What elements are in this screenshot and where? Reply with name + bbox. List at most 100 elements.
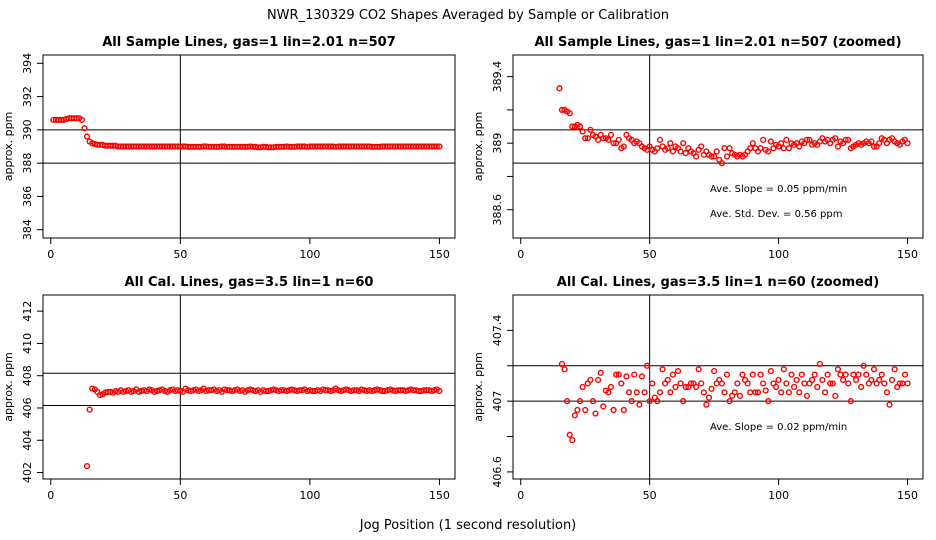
data-point — [834, 366, 842, 373]
data-point — [888, 376, 896, 384]
data-point — [692, 153, 700, 160]
data-point — [713, 148, 720, 155]
data-point — [579, 383, 586, 391]
x-tick-label: 150 — [897, 248, 918, 261]
data-point — [904, 140, 911, 147]
data-point — [620, 143, 627, 150]
data-point — [778, 140, 785, 147]
data-point — [852, 376, 860, 384]
data-point — [760, 380, 767, 387]
x-tick-label: 150 — [429, 248, 450, 261]
data-point — [680, 140, 687, 147]
data-point — [558, 106, 566, 114]
y-tick-label: 386 — [21, 186, 34, 207]
data-point — [587, 376, 594, 384]
data-point — [876, 140, 883, 147]
data-point — [734, 380, 741, 387]
figure-title: NWR_130329 CO2 Shapes Averaged by Sample… — [267, 8, 669, 23]
data-points — [50, 115, 443, 151]
data-point — [615, 136, 622, 143]
data-point — [765, 398, 772, 405]
plot-frame — [512, 54, 924, 239]
data-point — [711, 153, 718, 160]
data-point — [824, 371, 831, 378]
x-tick-label: 100 — [299, 248, 320, 261]
data-point — [711, 367, 718, 375]
data-point — [780, 145, 787, 152]
data-point — [814, 383, 821, 391]
data-point — [790, 383, 798, 391]
data-point — [636, 401, 643, 408]
data-point — [796, 143, 803, 150]
data-point — [878, 371, 885, 378]
data-point — [858, 383, 865, 391]
data-point — [708, 385, 715, 392]
data-point — [837, 371, 844, 378]
data-point — [571, 412, 578, 419]
data-point — [832, 135, 839, 142]
y-tick-label: 390 — [21, 119, 34, 140]
y-tick-label: 407.4 — [491, 315, 504, 347]
data-point — [625, 389, 633, 396]
data-point — [641, 389, 648, 396]
data-point — [765, 148, 772, 155]
data-point — [752, 389, 759, 396]
plot-frame — [512, 294, 924, 480]
data-point — [600, 403, 607, 410]
panel-title: All Cal. Lines, gas=3.5 lin=1 n=60 — [125, 275, 374, 290]
data-point — [600, 135, 607, 142]
data-point — [736, 392, 744, 399]
data-point — [605, 389, 612, 396]
panel-title: All Cal. Lines, gas=3.5 lin=1 n=60 (zoom… — [557, 275, 879, 290]
data-point — [654, 145, 661, 152]
data-point — [850, 371, 857, 378]
y-tick-label: 407 — [491, 391, 504, 412]
data-point — [623, 373, 630, 380]
data-point — [821, 389, 829, 396]
data-point — [566, 431, 573, 438]
x-tick-label: 50 — [173, 248, 187, 261]
x-tick-label: 50 — [173, 489, 187, 502]
data-point — [870, 143, 878, 150]
data-point — [579, 128, 586, 135]
data-point — [757, 371, 764, 378]
data-point — [842, 371, 849, 378]
x-tick-label: 0 — [47, 248, 54, 261]
data-point — [582, 406, 589, 414]
data-point — [749, 371, 756, 378]
data-point — [834, 143, 842, 150]
data-point — [809, 376, 816, 384]
data-point — [726, 145, 733, 152]
data-point — [803, 136, 811, 143]
data-point — [778, 389, 785, 396]
data-point — [569, 123, 576, 130]
data-point — [576, 123, 584, 130]
data-point — [654, 398, 661, 405]
data-point — [620, 406, 627, 414]
data-point — [672, 383, 679, 391]
data-point — [613, 371, 620, 378]
data-point — [594, 376, 602, 384]
y-tick-label: 392 — [21, 86, 34, 107]
data-point — [700, 389, 707, 396]
chart-panel-2: All Sample Lines, gas=1 lin=2.01 n=507 (… — [472, 35, 924, 261]
data-point — [646, 398, 653, 405]
y-tick-label: 406.6 — [491, 456, 504, 488]
data-point — [811, 371, 818, 378]
data-point — [569, 436, 576, 444]
data-point — [682, 383, 689, 391]
data-point — [633, 389, 640, 396]
data-point — [73, 115, 80, 122]
data-point — [566, 110, 573, 117]
y-tick-label: 410 — [21, 333, 34, 354]
data-points — [558, 360, 911, 444]
data-point — [664, 145, 671, 152]
data-point — [674, 367, 682, 375]
data-point — [574, 406, 581, 414]
panel-title: All Sample Lines, gas=1 lin=2.01 n=507 (… — [534, 35, 901, 50]
panel-title: All Sample Lines, gas=1 lin=2.01 n=507 — [102, 35, 396, 50]
data-point — [747, 389, 754, 396]
data-point — [433, 143, 440, 150]
data-point — [703, 401, 710, 408]
